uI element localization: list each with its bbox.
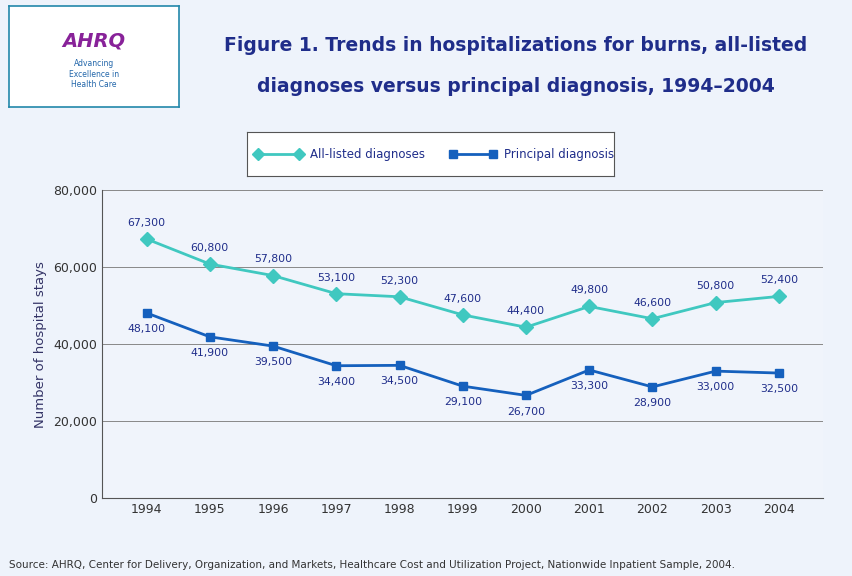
Text: 33,300: 33,300 (569, 381, 607, 391)
Text: Source: AHRQ, Center for Delivery, Organization, and Markets, Healthcare Cost an: Source: AHRQ, Center for Delivery, Organ… (9, 560, 734, 570)
Y-axis label: Number of hospital stays: Number of hospital stays (33, 261, 47, 427)
Text: Advancing
Excellence in
Health Care: Advancing Excellence in Health Care (69, 59, 118, 89)
Text: 39,500: 39,500 (254, 357, 291, 367)
Text: Principal diagnosis: Principal diagnosis (504, 147, 613, 161)
Text: 52,300: 52,300 (380, 276, 418, 286)
Text: 26,700: 26,700 (506, 407, 544, 416)
Text: 52,400: 52,400 (759, 275, 797, 285)
Text: 53,100: 53,100 (317, 272, 355, 283)
Text: 46,600: 46,600 (633, 298, 671, 308)
Text: 44,400: 44,400 (506, 306, 544, 316)
Text: 34,500: 34,500 (380, 377, 418, 386)
Text: 57,800: 57,800 (254, 255, 291, 264)
Text: 34,400: 34,400 (317, 377, 355, 387)
Text: 41,900: 41,900 (191, 348, 228, 358)
Text: 33,000: 33,000 (696, 382, 734, 392)
Text: Figure 1. Trends in hospitalizations for burns, all-listed: Figure 1. Trends in hospitalizations for… (224, 36, 807, 55)
Text: AHRQ: AHRQ (62, 32, 125, 51)
Text: All-listed diagnoses: All-listed diagnoses (309, 147, 424, 161)
Text: 47,600: 47,600 (443, 294, 481, 304)
Text: 28,900: 28,900 (633, 398, 671, 408)
Text: 32,500: 32,500 (759, 384, 797, 394)
Text: 60,800: 60,800 (191, 243, 228, 253)
Text: 50,800: 50,800 (696, 282, 734, 291)
Text: diagnoses versus principal diagnosis, 1994–2004: diagnoses versus principal diagnosis, 19… (257, 77, 774, 96)
Text: 49,800: 49,800 (569, 285, 607, 295)
Text: 67,300: 67,300 (128, 218, 165, 228)
Text: 48,100: 48,100 (128, 324, 165, 334)
Text: 29,100: 29,100 (443, 397, 481, 407)
